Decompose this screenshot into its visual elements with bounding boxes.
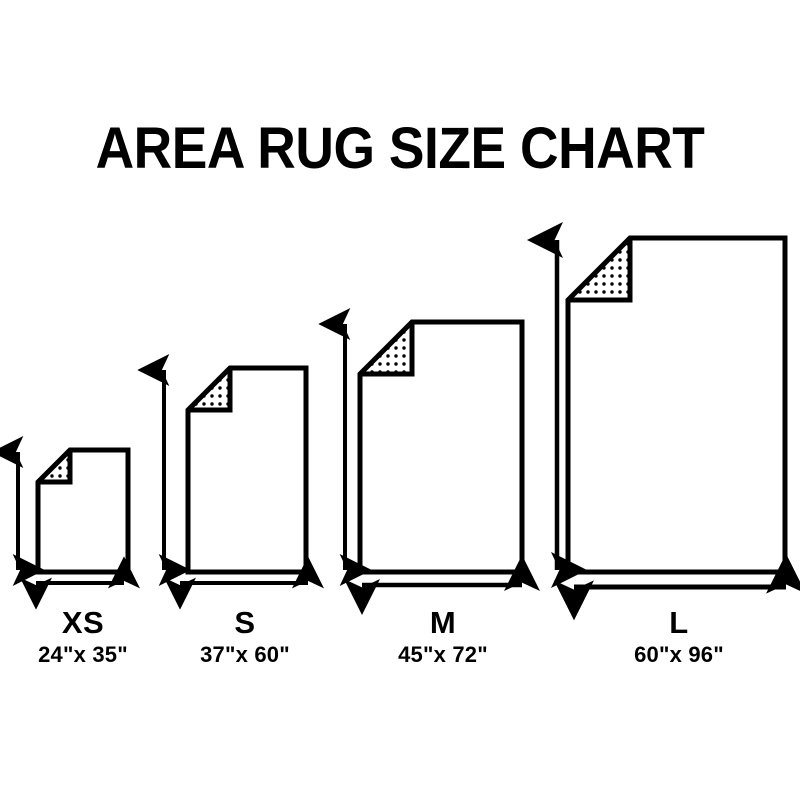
rug-fold-edge-s: [188, 368, 233, 413]
size-dimensions-s: 37"x 60": [200, 642, 290, 667]
rug-shape-xs: [35, 447, 131, 575]
rug-fold-dots-l: [568, 238, 630, 300]
rug-fold-edge-xs: [38, 450, 73, 485]
rug-shape-m: [357, 319, 525, 575]
rug-body-xs: [35, 447, 131, 575]
rug-fold-edge-l: [568, 238, 633, 303]
size-letter-xs: XS: [61, 605, 105, 640]
rug-fold-dots-m: [360, 322, 412, 374]
rug-label-s: S 37"x 60": [162, 606, 328, 668]
size-dimensions-xs: 24"x 35": [38, 642, 128, 667]
size-dimensions-l: 60"x 96": [634, 642, 724, 667]
size-letter-s: S: [234, 605, 256, 640]
size-letter-m: M: [429, 605, 457, 640]
rug-label-l: L 60"x 96": [596, 606, 762, 668]
rug-shape-l: [565, 235, 788, 575]
rug-fold-dots-xs: [38, 450, 70, 482]
rug-shape-s: [185, 365, 309, 575]
rug-fold-dots-s: [188, 368, 230, 410]
rug-fold-edge-m: [360, 322, 415, 377]
rug-label-m: M 45"x 72": [360, 606, 526, 668]
size-dimensions-m: 45"x 72": [398, 642, 488, 667]
page-title: AREA RUG SIZE CHART: [95, 116, 705, 181]
size-letter-l: L: [669, 605, 689, 640]
rug-label-xs: XS 24"x 35": [0, 606, 166, 668]
